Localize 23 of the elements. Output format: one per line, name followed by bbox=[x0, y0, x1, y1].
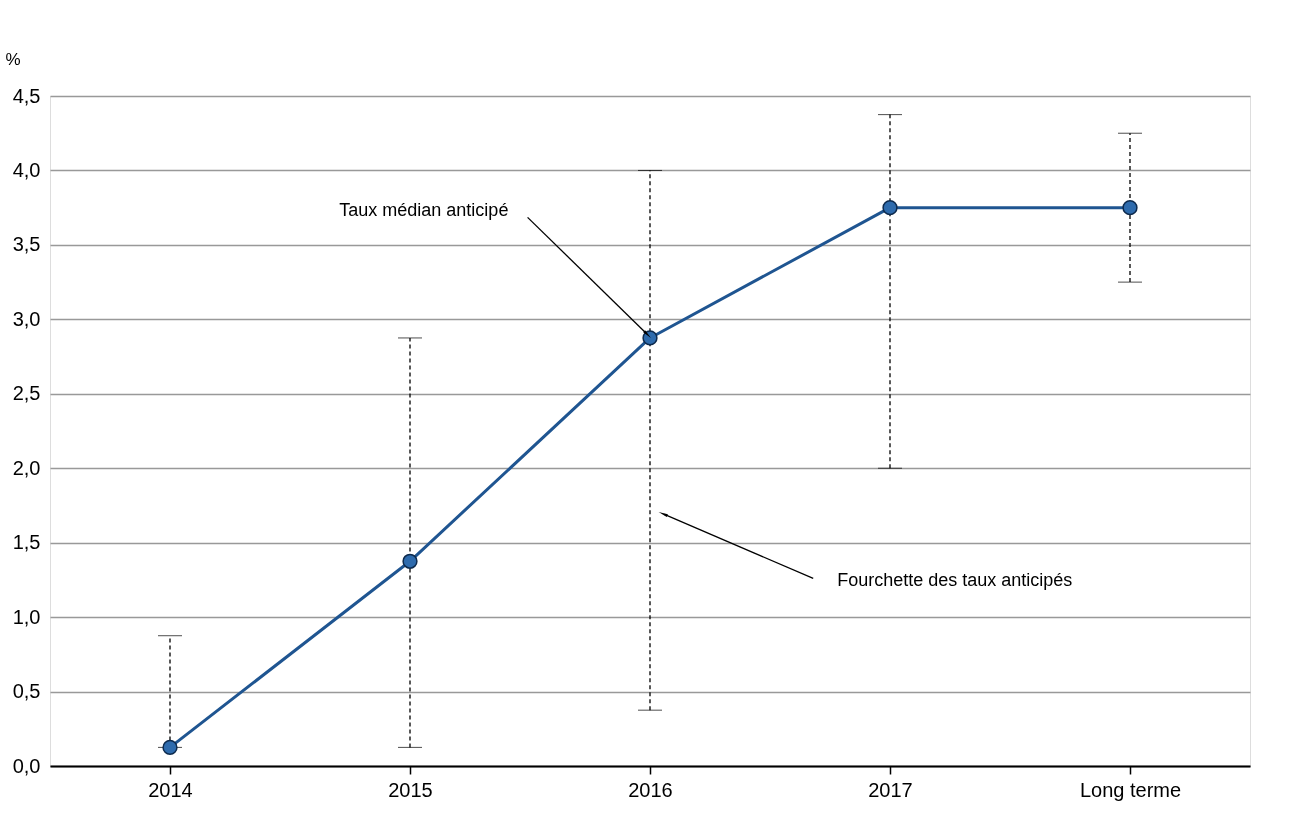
point bbox=[642, 330, 658, 346]
x-tick-label: 2014 bbox=[148, 778, 193, 801]
x-tick-label: Long terme bbox=[1079, 778, 1182, 801]
point bbox=[882, 200, 898, 216]
point bbox=[402, 553, 418, 569]
y-tick-label: 3,0 bbox=[12, 307, 41, 330]
y-tick-label: 2,5 bbox=[12, 382, 41, 405]
y-axis-title: % bbox=[5, 49, 21, 69]
y-tick-label: 0,0 bbox=[12, 754, 41, 777]
y-tick-label: 1,0 bbox=[12, 605, 41, 628]
x-tick-label: 2016 bbox=[628, 778, 673, 801]
y-tick-label: 1,5 bbox=[12, 531, 41, 554]
point bbox=[1122, 200, 1138, 216]
x-tick-label: 2017 bbox=[868, 778, 913, 801]
x-tick-label: 2015 bbox=[388, 778, 433, 801]
y-tick-label: 3,5 bbox=[12, 233, 41, 256]
y-tick-label: 2,0 bbox=[12, 456, 41, 479]
point bbox=[162, 739, 178, 756]
annotation: Taux médian anticipé bbox=[339, 200, 509, 221]
y-tick-label: 4,0 bbox=[12, 158, 41, 181]
y-tick-label: 0,5 bbox=[12, 680, 41, 703]
y-tick-label: 4,5 bbox=[12, 84, 41, 107]
annotation: Fourchette des taux anticipés bbox=[837, 570, 1073, 591]
